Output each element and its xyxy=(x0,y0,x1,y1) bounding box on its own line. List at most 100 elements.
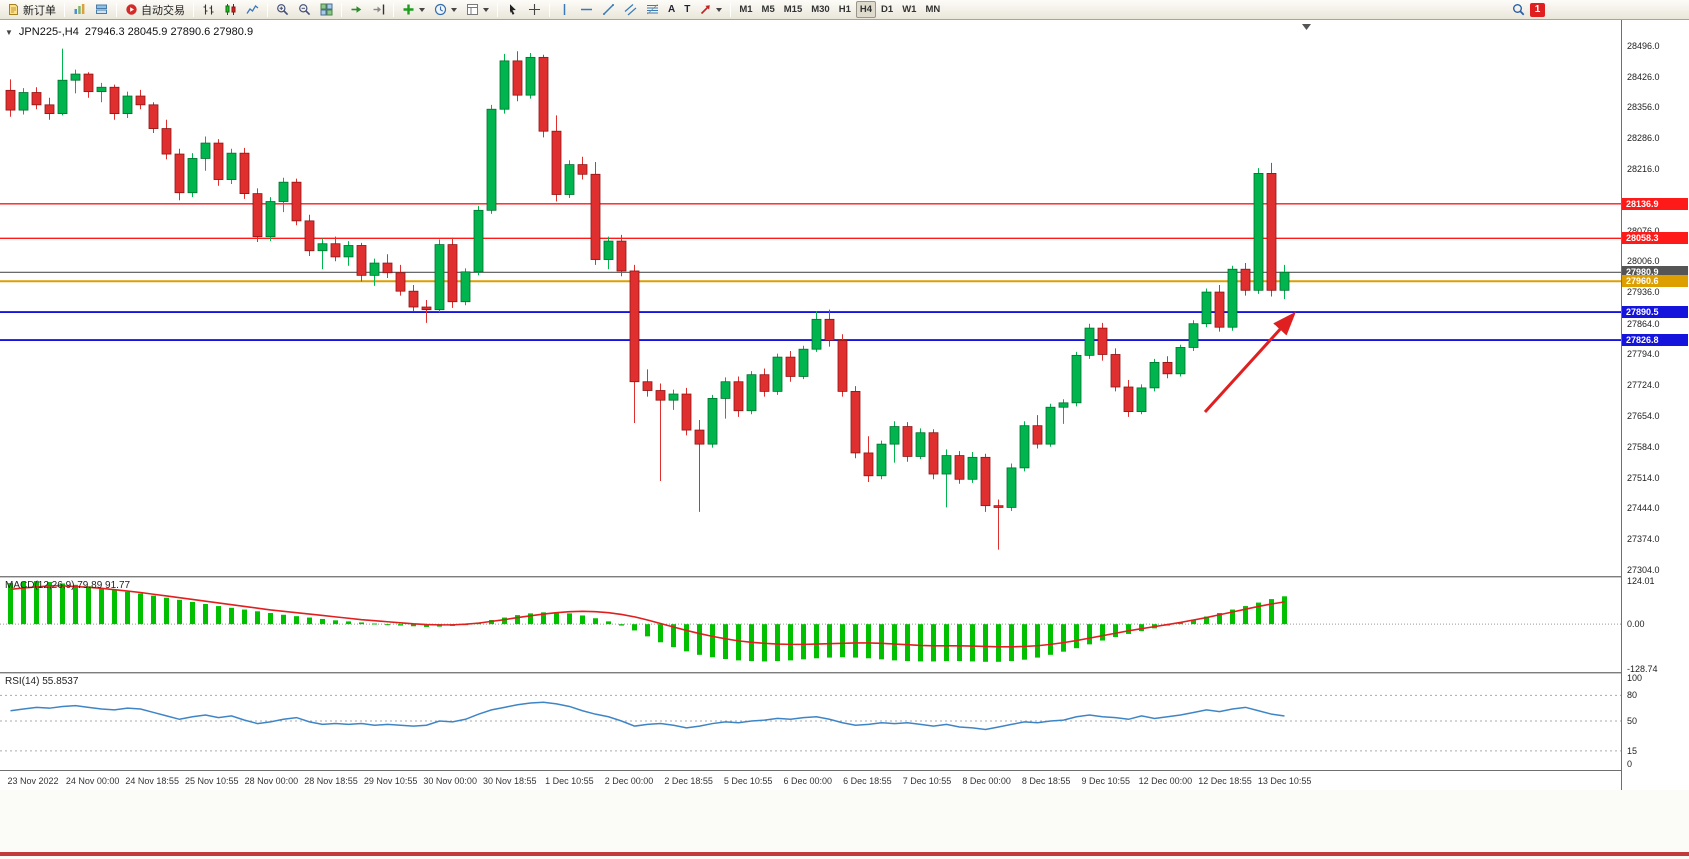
macd-histogram-bar xyxy=(1100,624,1105,641)
time-axis-label: 29 Nov 10:55 xyxy=(363,776,418,786)
candle xyxy=(772,353,783,395)
bars-view-button[interactable] xyxy=(198,1,219,18)
channel-icon xyxy=(624,4,637,16)
chart-shift-marker-icon[interactable] xyxy=(1302,24,1311,30)
crosshair-icon xyxy=(529,4,540,15)
timeframe-mn-button[interactable]: MN xyxy=(921,1,944,18)
tile-windows-button[interactable] xyxy=(316,1,337,18)
fibonacci-button[interactable] xyxy=(642,1,663,18)
trendline-button[interactable] xyxy=(598,1,619,18)
auto-scroll-button[interactable] xyxy=(346,1,367,18)
time-axis-label: 7 Dec 10:55 xyxy=(902,776,952,786)
trend-arrow-annotation[interactable] xyxy=(1203,311,1297,414)
timeframe-m5-button[interactable]: M5 xyxy=(758,1,779,18)
timeframe-m15-button[interactable]: M15 xyxy=(780,1,806,18)
candle xyxy=(356,242,367,282)
timeframe-m1-button[interactable]: M1 xyxy=(735,1,756,18)
chart-window-button[interactable] xyxy=(69,1,90,18)
chart-shift-button[interactable] xyxy=(368,1,389,18)
macd-histogram-bar xyxy=(216,606,221,625)
timeframe-m1-button-label: M1 xyxy=(739,4,753,15)
candle xyxy=(1084,323,1095,359)
candle xyxy=(1240,263,1251,296)
time-axis-label: 8 Dec 18:55 xyxy=(1021,776,1071,786)
rsi-pane[interactable] xyxy=(0,674,1621,768)
line-chart-icon xyxy=(246,5,259,14)
timeframe-d1-button[interactable]: D1 xyxy=(877,1,897,18)
macd-histogram-bar xyxy=(1139,624,1144,632)
indicators-icon xyxy=(403,4,414,15)
candle xyxy=(707,394,718,448)
templates-button[interactable] xyxy=(462,1,493,18)
price-axis[interactable]: 28496.0 28426.0 28356.0 28286.0 28216.0 28076… xyxy=(1621,20,1689,790)
profiles-icon xyxy=(96,4,107,14)
bar-chart-icon xyxy=(74,4,85,14)
macd-histogram-bar xyxy=(853,624,858,658)
indicators-button[interactable] xyxy=(398,1,429,18)
horizontal-line-button[interactable] xyxy=(576,1,597,18)
text-tool-button[interactable]: A xyxy=(664,1,679,18)
chevron-down-icon xyxy=(483,7,489,12)
candle xyxy=(330,236,341,262)
candle xyxy=(1279,264,1290,300)
candle xyxy=(785,350,796,382)
main-toolbar: 新订单 自动交易 A T M1 M5 M15 M30 H1 H4 D1 W1 MN 1 xyxy=(0,0,1689,20)
price-level-tag: 27960.6 xyxy=(1622,275,1688,288)
timeframe-h4-button[interactable]: H4 xyxy=(855,1,877,18)
candle xyxy=(1136,384,1147,415)
profiles-button[interactable] xyxy=(91,1,112,18)
pane-splitter-macd[interactable] xyxy=(0,576,1621,578)
macd-histogram-bar xyxy=(1048,624,1053,655)
candle xyxy=(447,237,458,308)
autotrading-button[interactable]: 自动交易 xyxy=(121,1,189,18)
arrows-tool-button[interactable] xyxy=(695,1,726,18)
timeframe-w1-button[interactable]: W1 xyxy=(898,1,920,18)
pane-splitter-rsi[interactable] xyxy=(0,672,1621,674)
timeframe-m30-button[interactable]: M30 xyxy=(807,1,833,18)
zoom-out-button[interactable] xyxy=(294,1,315,18)
macd-histogram-bar xyxy=(138,593,143,625)
timeframe-m15-button-label: M15 xyxy=(783,4,803,15)
notifications-button[interactable]: 1 xyxy=(1530,2,1545,17)
toolbar-separator xyxy=(341,2,342,17)
macd-histogram-bar xyxy=(827,624,832,658)
macd-histogram-bar xyxy=(632,624,637,631)
time-axis-label: 24 Nov 18:55 xyxy=(125,776,179,786)
zoom-in-button[interactable] xyxy=(272,1,293,18)
price-axis-tick: 27584.0 xyxy=(1627,441,1660,452)
symbol-collapse-icon[interactable]: ▼ xyxy=(5,27,13,37)
vertical-line-button[interactable] xyxy=(554,1,575,18)
new-order-button[interactable]: 新订单 xyxy=(3,1,60,18)
price-chart-pane[interactable] xyxy=(0,20,1621,576)
candle xyxy=(954,451,965,484)
timeframe-h1-button[interactable]: H1 xyxy=(835,1,855,18)
channel-button[interactable] xyxy=(620,1,641,18)
time-axis[interactable]: 23 Nov 2022 24 Nov 00:00 24 Nov 18:55 25 No… xyxy=(0,770,1621,790)
label-tool-button[interactable]: T xyxy=(680,1,694,18)
line-view-button[interactable] xyxy=(242,1,263,18)
timeframe-m5-button-label: M5 xyxy=(761,4,775,15)
rsi-scale-label: 100 xyxy=(1627,673,1643,684)
candle xyxy=(408,285,419,312)
macd-pane[interactable] xyxy=(0,578,1621,672)
candle xyxy=(668,389,679,410)
candle xyxy=(824,309,835,347)
macd-histogram-bar xyxy=(905,624,910,662)
trendline-icon xyxy=(602,3,615,16)
cursor-button[interactable] xyxy=(502,1,523,18)
macd-scale-label: 124.01 xyxy=(1627,576,1655,586)
macd-histogram-bar xyxy=(892,624,897,661)
macd-scale-label: 0.00 xyxy=(1627,619,1645,630)
chevron-down-icon xyxy=(451,7,457,12)
candle xyxy=(499,53,510,114)
text-icon: A xyxy=(668,4,676,15)
candles-view-button[interactable] xyxy=(220,1,241,18)
crosshair-button[interactable] xyxy=(524,1,545,18)
candle xyxy=(1019,421,1030,472)
search-button[interactable] xyxy=(1508,1,1529,18)
toolbar-separator xyxy=(193,2,194,17)
periods-button[interactable] xyxy=(430,1,461,18)
macd-histogram-bar xyxy=(320,618,325,625)
time-axis-label: 6 Dec 18:55 xyxy=(843,776,892,786)
candle xyxy=(525,52,536,99)
